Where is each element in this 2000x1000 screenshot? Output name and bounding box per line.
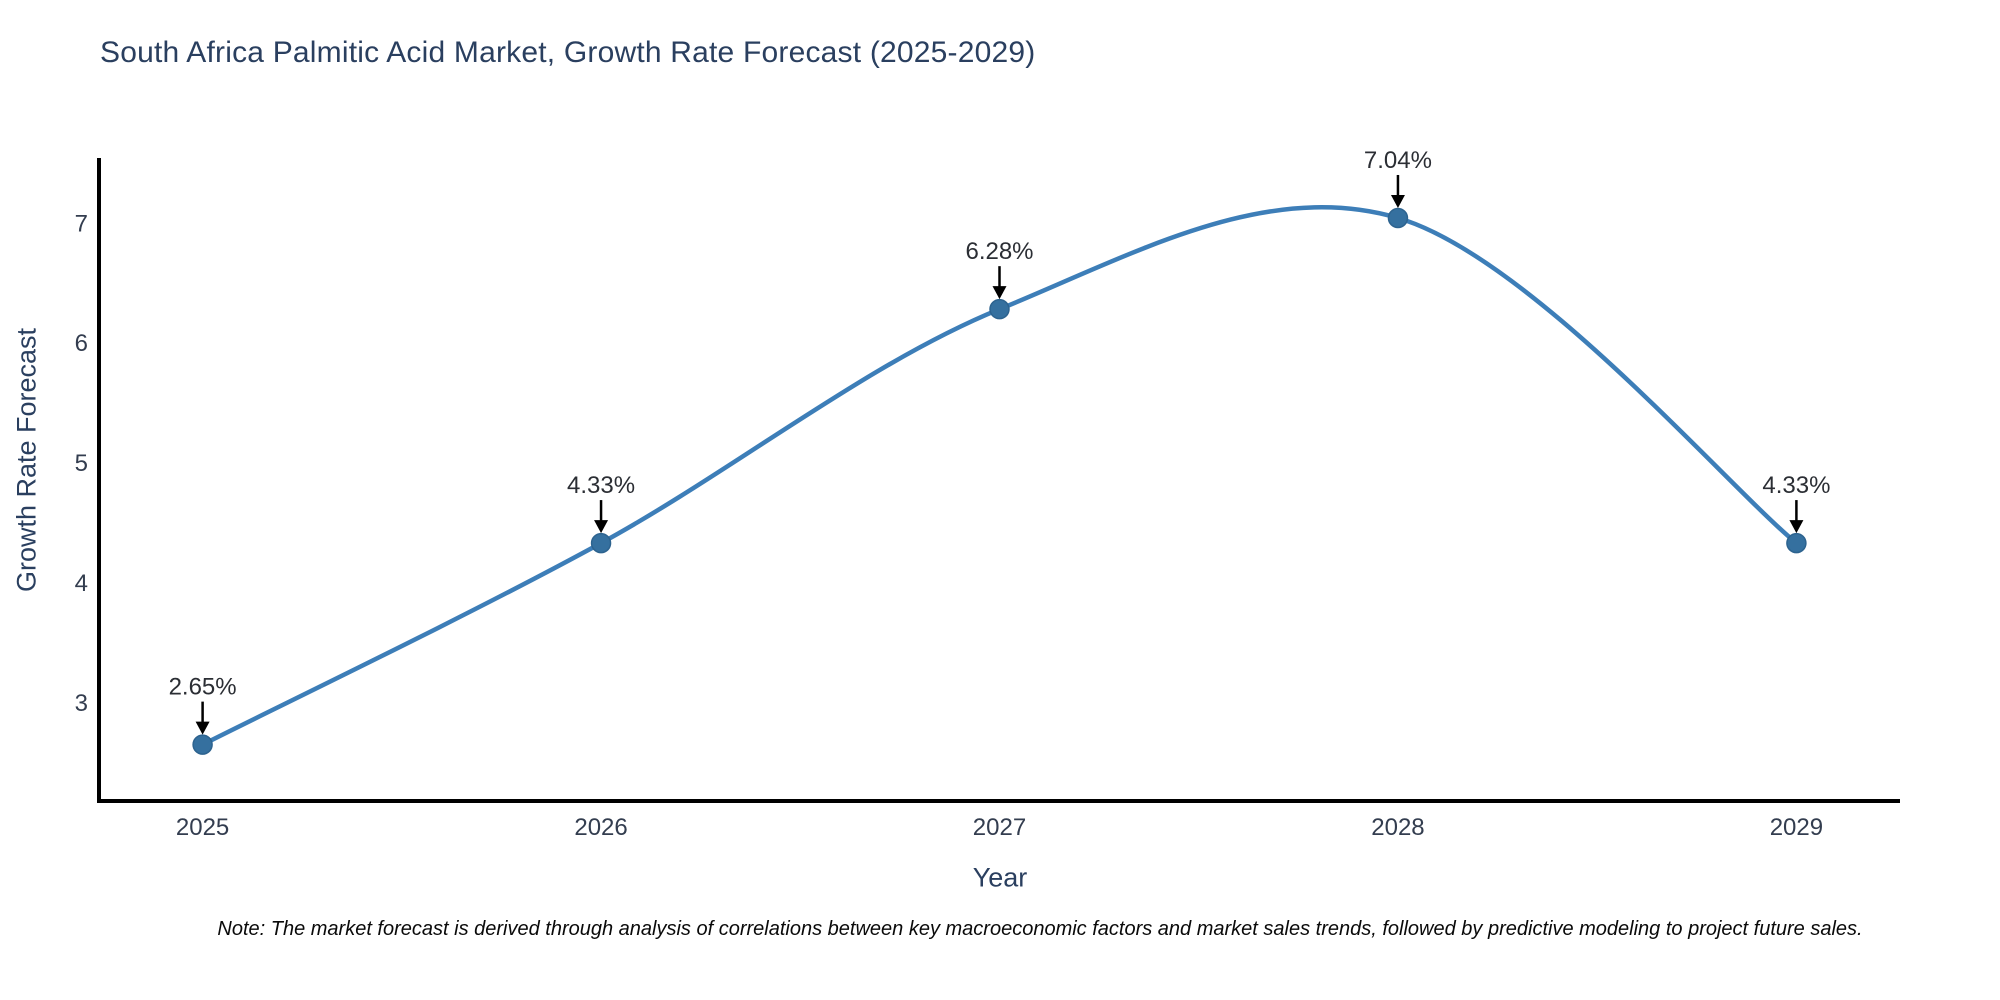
- point-annotation-label: 2.65%: [169, 674, 237, 701]
- chart-title: South Africa Palmitic Acid Market, Growt…: [100, 36, 1036, 69]
- data-point-2027: [989, 298, 1010, 320]
- point-annotation-label: 4.33%: [1762, 472, 1830, 499]
- axes: [97, 158, 1900, 803]
- data-point-2026: [590, 532, 612, 554]
- footnote: Note: The market forecast is derived thr…: [217, 918, 1863, 940]
- x-tick-label: 2027: [973, 814, 1026, 841]
- annotation-arrow-head: [1390, 194, 1405, 208]
- y-tick-label: 4: [75, 570, 88, 597]
- y-tick-label: 7: [75, 210, 88, 237]
- annotation-arrow-head: [1789, 520, 1804, 534]
- data-markers: [192, 207, 1807, 755]
- axis-spines: [97, 158, 1900, 803]
- data-point-2028: [1387, 207, 1409, 229]
- y-tick-label: 5: [75, 450, 88, 477]
- annotation-arrow-head: [992, 286, 1007, 300]
- data-point-2029: [1786, 532, 1807, 554]
- x-tick-label: 2026: [574, 814, 627, 841]
- x-tick-label: 2025: [176, 814, 229, 841]
- tick-labels: 3 4 5 6 7 2025 2026 2027 2028 2029: [75, 210, 1823, 841]
- x-tick-label: 2029: [1770, 814, 1823, 841]
- x-tick-label: 2028: [1371, 814, 1424, 841]
- point-annotation-label: 4.33%: [567, 472, 635, 499]
- point-annotations: 2.65% 4.33% 6.28% 7.04% 4.33%: [169, 147, 1830, 735]
- data-point-2025: [192, 734, 213, 755]
- annotation-arrow-head: [195, 721, 210, 735]
- point-annotation-label: 7.04%: [1364, 147, 1432, 174]
- x-axis-title: Year: [972, 862, 1028, 893]
- point-annotation-label: 6.28%: [965, 238, 1033, 265]
- y-tick-label: 3: [75, 690, 88, 717]
- annotation-arrow-head: [594, 520, 609, 534]
- y-tick-label: 6: [75, 330, 88, 357]
